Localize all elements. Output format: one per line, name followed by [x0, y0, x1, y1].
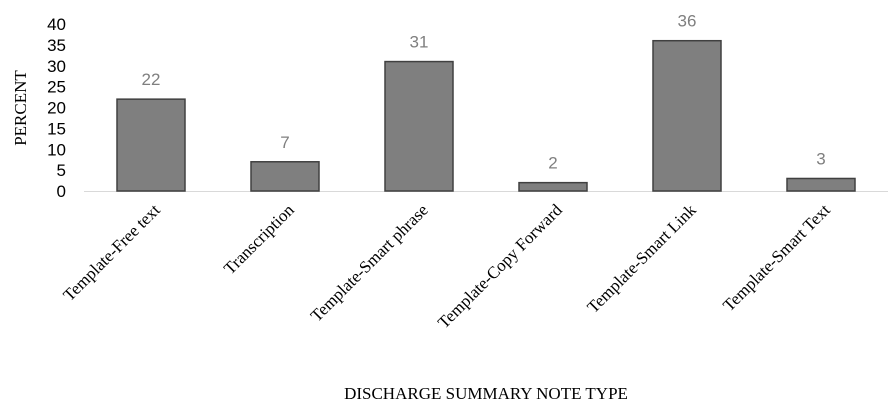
y-tick-label: 40	[47, 15, 66, 34]
bar	[786, 177, 856, 192]
data-label: 36	[678, 12, 697, 31]
data-label: 2	[548, 154, 557, 173]
bar	[652, 39, 722, 192]
category-label: Template-Smart Link	[583, 200, 700, 317]
y-tick-label: 15	[47, 119, 66, 138]
category-label: Template-Smart Text	[719, 200, 834, 315]
y-tick-label: 30	[47, 57, 66, 76]
x-axis-title: DISCHARGE SUMMARY NOTE TYPE	[344, 384, 628, 403]
category-label: Template-Smart phrase	[307, 200, 432, 325]
y-tick-label: 5	[57, 161, 66, 180]
data-label: 3	[816, 149, 825, 168]
category-label: Template-Free text	[59, 200, 164, 305]
y-tick-label: 25	[47, 78, 66, 97]
bars	[116, 39, 856, 192]
y-tick-label: 0	[57, 182, 66, 201]
y-tick-label: 20	[47, 99, 66, 118]
category-labels: Template-Free text Transcription Template-…	[59, 200, 834, 332]
category-label: Transcription	[220, 200, 298, 278]
data-label: 22	[142, 70, 161, 89]
bar	[250, 161, 320, 192]
category-label: Template-Copy Forward	[434, 200, 566, 332]
bar	[384, 60, 454, 192]
y-tick-label: 10	[47, 140, 66, 159]
data-label: 7	[280, 133, 289, 152]
bar	[518, 181, 588, 192]
data-label: 31	[410, 33, 429, 52]
data-labels: 22 7 31 2 36 3	[142, 12, 826, 173]
bar	[116, 98, 186, 192]
y-tick-label: 35	[47, 36, 66, 55]
y-axis-title: PERCENT	[11, 70, 30, 146]
